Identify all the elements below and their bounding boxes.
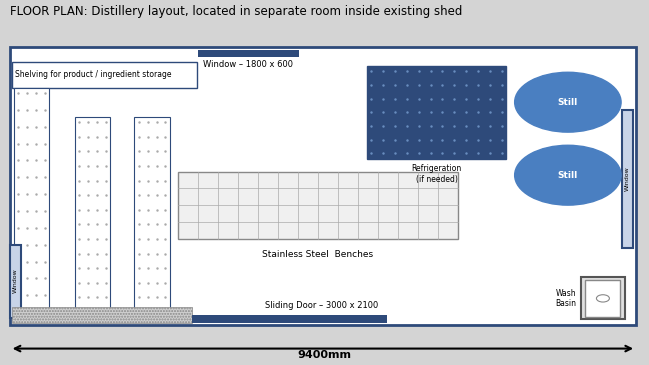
Text: Stainless Steel  Benches: Stainless Steel Benches [262,250,374,259]
Circle shape [515,72,621,132]
Bar [10,47,636,325]
Text: 9400mm: 9400mm [297,350,352,360]
Text: Wash
Basin: Wash Basin [556,289,576,308]
Bar [75,117,110,318]
Bar [367,66,506,159]
Text: Window – 1800 x 600: Window – 1800 x 600 [203,60,293,69]
Text: Still: Still [557,98,578,107]
Bar [178,172,458,239]
Bar [12,307,192,323]
Circle shape [515,145,621,205]
Text: Refrigeration
(if needed): Refrigeration (if needed) [411,164,461,184]
Bar [622,110,633,248]
Bar [10,245,21,318]
Text: Sliding Door – 3000 x 2100: Sliding Door – 3000 x 2100 [265,300,378,310]
Text: Window: Window [625,166,630,191]
Text: Window: Window [13,269,18,293]
Text: FLOOR PLAN: Distillery layout, located in separate room inside existing shed: FLOOR PLAN: Distillery layout, located i… [10,5,462,19]
Text: Still: Still [557,171,578,180]
Bar [14,88,49,318]
Bar [198,50,299,57]
Circle shape [596,295,609,302]
Text: Shelving for product / ingredient storage: Shelving for product / ingredient storag… [15,70,171,79]
Bar [585,280,620,317]
Bar [12,62,197,88]
Bar [134,117,170,318]
Bar [192,315,387,323]
Bar [581,277,625,319]
